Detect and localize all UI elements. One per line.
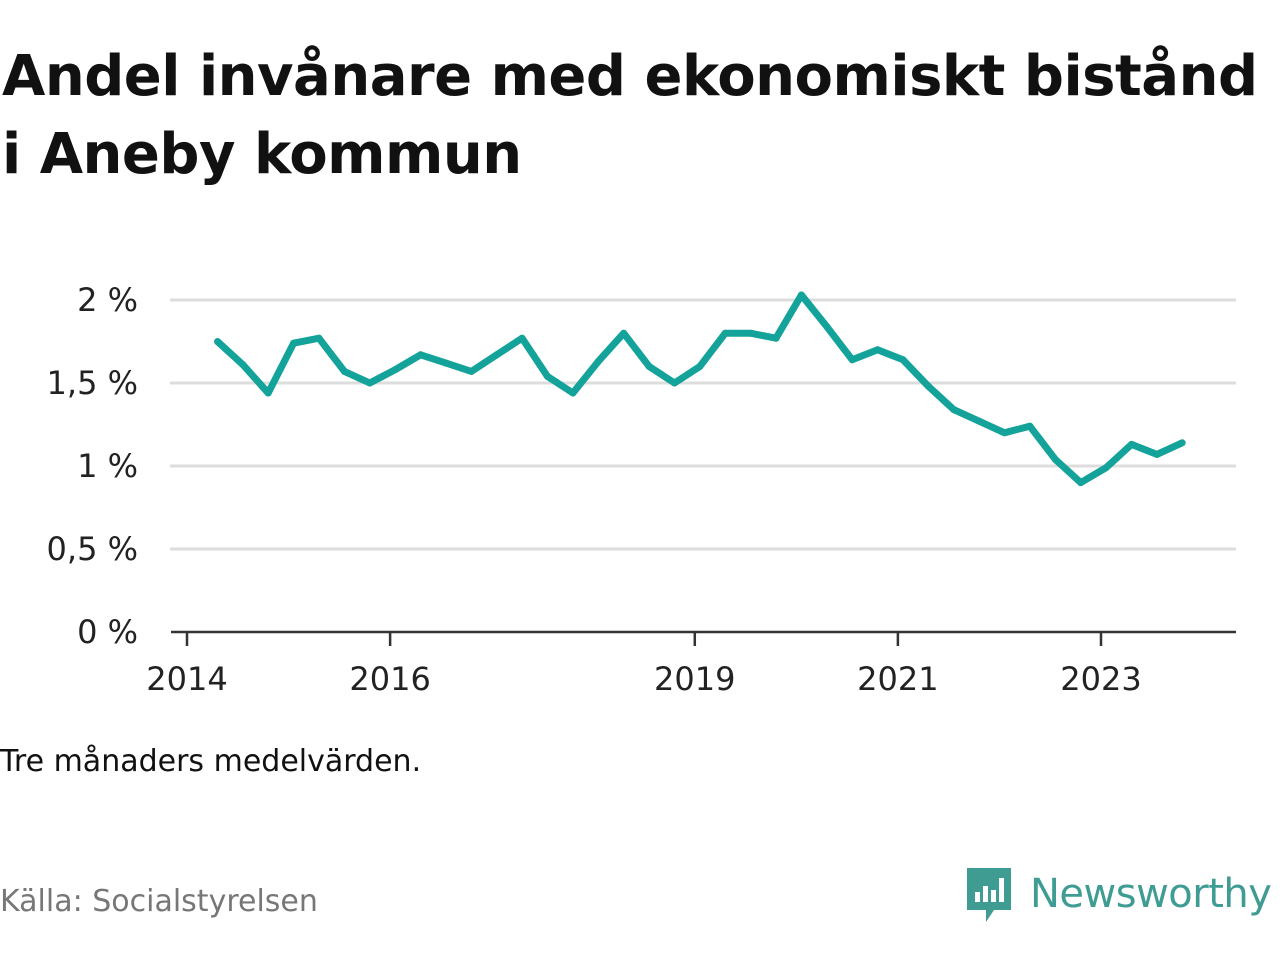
chart-bubble-icon <box>967 868 1011 922</box>
chart-note: Tre månaders medelvärden. <box>0 744 422 779</box>
brand-name: Newsworthy <box>1030 871 1272 917</box>
data-point <box>518 334 526 342</box>
data-point <box>544 372 551 380</box>
data-point <box>366 379 374 387</box>
data-point <box>1128 440 1135 448</box>
y-axis-tick-labels: 0 % 0,5 % 1 % 1,5 % 2 % <box>47 281 138 651</box>
data-point <box>823 323 831 331</box>
data-point <box>696 362 704 370</box>
data-point <box>671 379 678 387</box>
data-point <box>315 334 323 342</box>
newsworthy-logo: Newsworthy <box>964 864 1272 924</box>
x-tick-label: 2014 <box>146 660 227 698</box>
x-tick-label: 2023 <box>1060 660 1141 698</box>
data-point <box>975 417 983 425</box>
data-point <box>391 366 399 374</box>
source-credit: Källa: Socialstyrelsen <box>0 884 318 919</box>
data-point <box>772 334 780 342</box>
data-point <box>924 382 932 390</box>
data-point <box>1051 455 1059 463</box>
data-point <box>721 329 729 337</box>
data-point <box>747 329 755 337</box>
y-tick-label: 0 % <box>77 613 138 651</box>
y-tick-label: 1 % <box>77 447 138 485</box>
y-tick-label: 0,5 % <box>47 530 138 568</box>
data-point <box>239 361 247 369</box>
data-point <box>899 356 907 364</box>
data-point <box>1026 422 1034 430</box>
data-point <box>1077 479 1085 487</box>
gridlines <box>170 298 1236 551</box>
data-point <box>417 351 425 359</box>
data-point <box>594 357 602 365</box>
x-tick-label: 2019 <box>654 660 735 698</box>
data-point <box>950 406 958 414</box>
x-axis <box>171 630 1236 646</box>
x-tick-label: 2021 <box>857 660 938 698</box>
data-point <box>797 291 805 299</box>
data-point <box>1001 429 1008 437</box>
y-tick-label: 2 % <box>77 281 138 319</box>
chart-title: Andel invånare med ekonomiskt bistånd i … <box>2 44 1258 187</box>
data-point <box>467 367 475 375</box>
data-point <box>340 367 348 375</box>
data-point <box>874 346 882 354</box>
data-point <box>620 329 628 337</box>
data-point <box>645 362 653 370</box>
data-point <box>290 339 298 347</box>
data-point <box>1102 464 1110 472</box>
data-point <box>442 359 450 367</box>
data-point <box>848 356 856 364</box>
y-tick-label: 1,5 % <box>47 364 138 402</box>
line-chart: 0 % 0,5 % 1 % 1,5 % 2 % 2014 2016 2019 2021 2023 <box>47 281 1236 698</box>
data-point <box>1178 439 1186 447</box>
series-layer <box>214 291 1186 487</box>
x-axis-tick-labels: 2014 2016 2019 2021 2023 <box>146 660 1141 698</box>
x-tick-label: 2016 <box>349 660 430 698</box>
data-point <box>264 389 272 397</box>
data-point <box>569 389 577 397</box>
data-point <box>1153 450 1161 458</box>
data-point <box>214 338 221 345</box>
series-line <box>215 291 1184 487</box>
data-point <box>493 351 501 359</box>
